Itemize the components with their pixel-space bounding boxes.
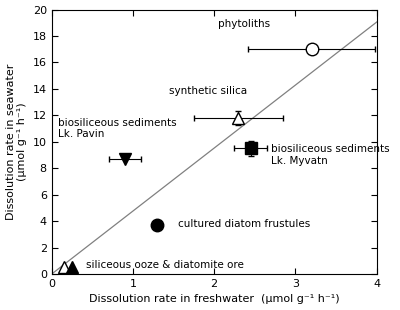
Text: cultured diatom frustules: cultured diatom frustules [178,219,310,229]
X-axis label: Dissolution rate in freshwater  (μmol g⁻¹ h⁻¹): Dissolution rate in freshwater (μmol g⁻¹… [89,294,340,304]
Text: biosiliceous sediments
Lk. Pavin: biosiliceous sediments Lk. Pavin [58,117,177,139]
Text: synthetic silica: synthetic silica [170,86,248,95]
Text: siliceous ooze & diatomite ore: siliceous ooze & diatomite ore [86,260,244,270]
Text: biosiliceous sediments
Lk. Myvatn: biosiliceous sediments Lk. Myvatn [271,144,390,166]
Y-axis label: Dissolution rate in seawater
(μmol g⁻¹ h⁻¹): Dissolution rate in seawater (μmol g⁻¹ h… [6,64,27,220]
Text: phytoliths: phytoliths [218,20,270,29]
